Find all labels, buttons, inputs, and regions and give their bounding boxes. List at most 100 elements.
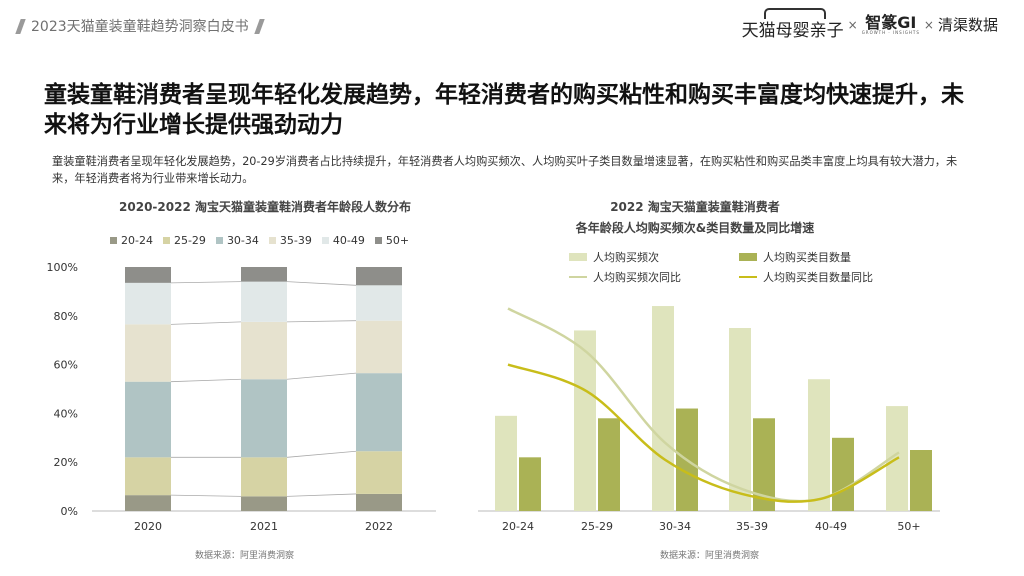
legend-item: 20-24 — [110, 234, 153, 247]
tmall-logo-text: 天猫母婴亲子 — [741, 21, 844, 41]
legend-label: 30-34 — [226, 234, 259, 247]
legend-item: 25-29 — [162, 234, 206, 247]
legend-item: 人均购买频次 — [569, 249, 739, 265]
stacked-bar-segment — [125, 282, 171, 325]
segment-connector-line — [286, 372, 357, 380]
segment-connector-line — [286, 320, 357, 323]
legend-item: 人均购买类目数量同比 — [739, 269, 909, 285]
y-tick-label: 60% — [54, 359, 78, 372]
logo-separator: × — [847, 17, 858, 32]
stacked-bar-segment — [241, 321, 287, 380]
chart2-title-line1: 2022 淘宝天猫童装童鞋消费者 — [610, 200, 780, 214]
stacked-bar-segment — [356, 493, 402, 511]
stacked-bar-segment — [125, 381, 171, 458]
legend-item: 人均购买频次同比 — [569, 269, 739, 285]
stacked-bar-segment — [125, 457, 171, 496]
chart1-title: 2020-2022 淘宝天猫童装童鞋消费者年龄段人数分布 — [119, 200, 411, 214]
x-tick-label: 50+ — [897, 520, 920, 533]
stacked-bar-segment — [125, 267, 171, 283]
x-tick-label: 2020 — [134, 520, 162, 533]
category-count-yoy-line — [507, 363, 900, 503]
legend-item: 40-49 — [321, 234, 365, 247]
legend-swatch — [321, 237, 329, 244]
y-tick-label: 20% — [54, 456, 78, 469]
legend-label: 40-49 — [332, 234, 365, 247]
x-tick-label: 2022 — [365, 520, 393, 533]
segment-connector-line — [170, 281, 242, 284]
x-tick-label: 40-49 — [815, 520, 847, 533]
logo-separator: × — [923, 17, 934, 32]
x-tick-label: 35-39 — [736, 520, 768, 533]
chart1-legend: 20-24 25-29 30-34 35-39 40-49 50+ — [110, 234, 409, 247]
y-tick-label: 80% — [54, 310, 78, 323]
description: 童装童鞋消费者呈现年轻化发展趋势，20-29岁消费者占比持续提升，年轻消费者人均… — [52, 155, 958, 185]
legend-swatch — [215, 237, 223, 244]
category-count-bar — [598, 418, 620, 511]
category-count-bar — [519, 457, 541, 511]
legend-label: 人均购买频次 — [593, 251, 659, 264]
segment-connector-line — [286, 281, 357, 286]
x-tick-label: 30-34 — [659, 520, 691, 533]
legend-swatch — [739, 253, 757, 261]
segment-connector-line — [170, 378, 242, 383]
x-tick-label: 2021 — [250, 520, 278, 533]
stacked-bar-segment — [241, 496, 287, 511]
stacked-bar-segment — [356, 320, 402, 374]
frequency-bar — [495, 415, 517, 511]
legend-item: 人均购买类目数量 — [739, 249, 909, 265]
legend-item: 30-34 — [215, 234, 259, 247]
frequency-bar — [808, 379, 830, 511]
gi-logo: 智篆GI GROWTH · INSIGHTS — [861, 12, 920, 35]
qingqu-logo: 清渠数据 — [937, 16, 998, 34]
legend-swatch — [162, 237, 170, 244]
tmall-logo: 天猫母婴亲子 — [742, 8, 844, 41]
stacked-bar-segment — [241, 267, 287, 282]
stacked-bar-segment — [356, 373, 402, 452]
chart2-title-line2: 各年龄段人均购买频次&类目数量及同比增速 — [575, 221, 815, 235]
legend-swatch — [569, 253, 587, 261]
tmall-cat-ears-icon — [763, 8, 826, 19]
segment-connector-line — [286, 450, 357, 458]
legend-item: 50+ — [374, 234, 410, 247]
stacked-bar-segment — [125, 324, 171, 382]
category-count-bar — [910, 450, 932, 511]
stacked-bar-segment — [241, 281, 287, 322]
chart2-source: 数据来源：阿里消费洞察 — [660, 551, 760, 561]
segment-connector-line — [170, 321, 242, 325]
legend-line — [739, 276, 757, 278]
legend-swatch — [374, 237, 382, 244]
legend-line — [569, 276, 587, 278]
stacked-bar-segment — [125, 495, 171, 511]
legend-label: 25-29 — [173, 234, 206, 247]
report-title: 2023天猫童装童鞋趋势洞察白皮书 — [31, 19, 249, 35]
stacked-bar-segment — [356, 451, 402, 494]
chart2-legend: 人均购买频次 人均购买类目数量 人均购买频次同比 人均购买类目数量同比 — [569, 249, 929, 285]
partner-logos: 天猫母婴亲子 × 智篆GI GROWTH · INSIGHTS × 清渠数据 — [742, 8, 998, 41]
stacked-bar-segment — [356, 285, 402, 321]
legend-label: 人均购买类目数量 — [763, 251, 851, 264]
x-tick-label: 25-29 — [581, 520, 613, 533]
legend-label: 50+ — [385, 234, 410, 247]
main-title: 童装童鞋消费者呈现年轻化发展趋势，年轻消费者的购买粘性和购买丰富度均快速提升，未… — [44, 82, 964, 138]
stacked-bar-segment — [241, 379, 287, 458]
legend-item: 35-39 — [268, 234, 312, 247]
frequency-bar — [729, 328, 751, 511]
stacked-bar-segment — [241, 457, 287, 497]
gi-logo-text: 智篆GI — [865, 12, 917, 32]
legend-label: 35-39 — [279, 234, 312, 247]
segment-connector-line — [170, 494, 242, 497]
legend-label: 20-24 — [121, 234, 153, 247]
y-tick-label: 0% — [61, 505, 78, 518]
category-count-bar — [832, 437, 854, 511]
gi-logo-subtext: GROWTH · INSIGHTS — [861, 29, 920, 35]
legend-label: 人均购买频次同比 — [593, 271, 681, 284]
y-tick-label: 40% — [54, 407, 78, 420]
stacked-bar-segment — [356, 267, 402, 286]
legend-swatch — [110, 237, 117, 244]
segment-connector-line — [286, 493, 357, 497]
frequency-bar — [574, 330, 596, 511]
legend-swatch — [268, 237, 276, 244]
chart1-source: 数据来源：阿里消费洞察 — [195, 551, 295, 561]
